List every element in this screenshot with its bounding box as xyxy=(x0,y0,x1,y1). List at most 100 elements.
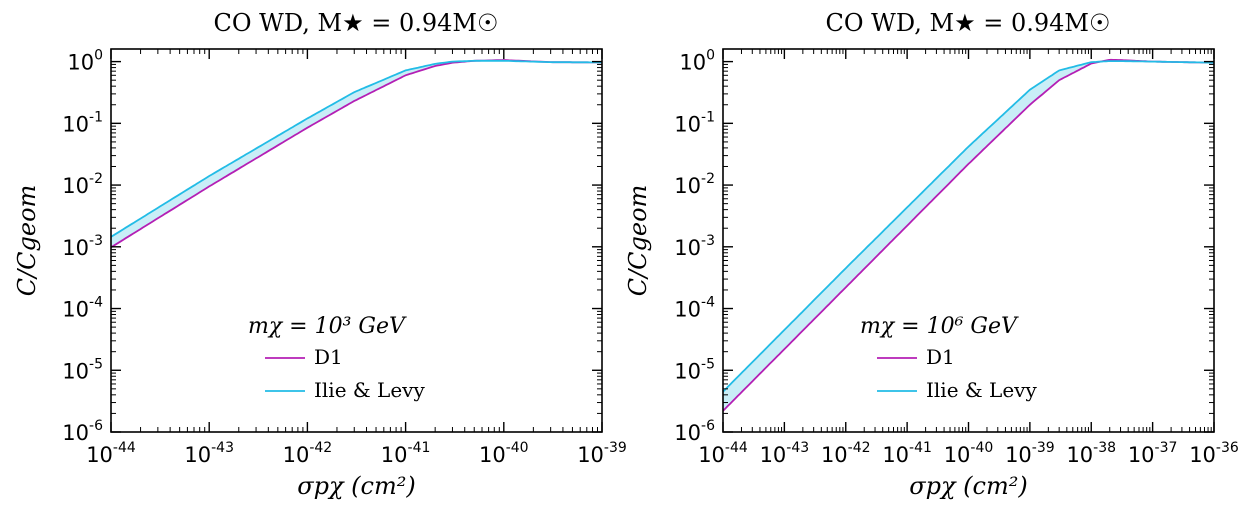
plot-frame xyxy=(110,48,603,433)
legend-entry: Ilie & Levy xyxy=(926,378,1037,402)
fill-between-band xyxy=(723,59,1214,411)
y-tick-label: 10-2 xyxy=(62,171,103,198)
y-tick-exponent: -4 xyxy=(701,295,715,311)
x-tick-label: 10-40 xyxy=(479,440,529,467)
y-tick-exponent: -6 xyxy=(89,418,103,434)
y-tick-label: 10-2 xyxy=(674,171,715,198)
y-tick-exponent: -4 xyxy=(89,295,103,311)
y-tick-base: 10 xyxy=(674,298,701,322)
x-tick-label: 10-39 xyxy=(577,440,627,467)
y-tick-label: 10-1 xyxy=(62,109,103,136)
y-tick-base: 10 xyxy=(674,236,701,260)
y-tick-base: 10 xyxy=(62,298,89,322)
y-tick-exponent: -1 xyxy=(89,109,103,125)
series-line-ilie-levy xyxy=(111,59,602,238)
x-tick-label: 10-39 xyxy=(1005,440,1055,467)
y-tick-exponent: -3 xyxy=(89,233,103,249)
x-tick-base: 10 xyxy=(577,443,604,467)
y-tick-exponent: -5 xyxy=(89,356,103,372)
y-tick-base: 10 xyxy=(674,359,701,383)
legend-title: mχ = 10³ GeV xyxy=(248,314,407,339)
x-tick-label: 10-38 xyxy=(1066,440,1116,467)
x-tick-exponent: -44 xyxy=(113,440,136,456)
y-tick-label: 10-4 xyxy=(674,295,715,322)
x-tick-exponent: -43 xyxy=(211,440,234,456)
x-tick-label: 10-43 xyxy=(184,440,234,467)
x-tick-base: 10 xyxy=(882,443,909,467)
series-line-d1 xyxy=(111,59,602,249)
y-tick-exponent: -2 xyxy=(89,171,103,187)
x-axis-label: σpχ (cm²) xyxy=(909,472,1027,500)
x-tick-label: 10-40 xyxy=(944,440,994,467)
x-tick-base: 10 xyxy=(86,443,113,467)
y-tick-label: 100 xyxy=(67,48,103,75)
y-tick-base: 10 xyxy=(67,51,94,75)
x-tick-exponent: -42 xyxy=(309,440,332,456)
x-tick-base: 10 xyxy=(760,443,787,467)
x-tick-exponent: -38 xyxy=(1093,440,1116,456)
legend: mχ = 10³ GeV D1 Ilie & Levy xyxy=(248,314,425,402)
y-tick-base: 10 xyxy=(674,174,701,198)
x-tick-exponent: -40 xyxy=(506,440,529,456)
series-line-ilie-levy xyxy=(723,60,1214,393)
x-tick-label: 10-44 xyxy=(698,440,748,467)
y-tick-base: 10 xyxy=(62,359,89,383)
y-tick-base: 10 xyxy=(674,421,701,445)
x-tick-label: 10-41 xyxy=(381,440,431,467)
y-axis-label: C/Cgeom xyxy=(624,185,652,297)
y-tick-exponent: -5 xyxy=(701,356,715,372)
chart-panel-2: 10-44 10-43 10-42 10-41 10-40 10-39 10-38 10-37… xyxy=(624,9,1239,500)
y-tick-base: 10 xyxy=(62,112,89,136)
y-tick-exponent: -1 xyxy=(701,109,715,125)
y-tick-label: 10-4 xyxy=(62,295,103,322)
x-tick-label: 10-44 xyxy=(86,440,136,467)
chart-title: CO WD, M★ = 0.94M☉ xyxy=(826,9,1111,37)
x-tick-base: 10 xyxy=(944,443,971,467)
x-tick-exponent: -44 xyxy=(725,440,748,456)
x-tick-exponent: -42 xyxy=(848,440,871,456)
fill-between-band xyxy=(111,60,602,248)
x-tick-label: 10-43 xyxy=(760,440,810,467)
y-tick-base: 10 xyxy=(62,421,89,445)
x-tick-base: 10 xyxy=(1066,443,1093,467)
y-tick-base: 10 xyxy=(62,236,89,260)
x-tick-exponent: -41 xyxy=(909,440,932,456)
x-tick-base: 10 xyxy=(283,443,310,467)
x-tick-exponent: -39 xyxy=(604,440,627,456)
y-tick-label: 10-6 xyxy=(674,418,715,445)
y-tick-label: 10-1 xyxy=(674,109,715,136)
chart-title: CO WD, M★ = 0.94M☉ xyxy=(214,9,499,37)
x-tick-exponent: -39 xyxy=(1032,440,1055,456)
y-tick-exponent: -6 xyxy=(701,418,715,434)
x-tick-base: 10 xyxy=(184,443,211,467)
y-tick-label: 10-3 xyxy=(62,233,103,260)
x-tick-base: 10 xyxy=(1189,443,1216,467)
x-tick-exponent: -40 xyxy=(970,440,993,456)
x-tick-exponent: -43 xyxy=(786,440,809,456)
x-tick-exponent: -41 xyxy=(408,440,431,456)
y-tick-label: 10-5 xyxy=(62,356,103,383)
x-tick-base: 10 xyxy=(1128,443,1155,467)
x-tick-base: 10 xyxy=(381,443,408,467)
legend-entry: D1 xyxy=(314,345,343,369)
x-tick-label: 10-41 xyxy=(882,440,932,467)
x-tick-exponent: -37 xyxy=(1155,440,1178,456)
x-tick-base: 10 xyxy=(1005,443,1032,467)
y-tick-label: 10-3 xyxy=(674,233,715,260)
y-tick-label: 100 xyxy=(679,48,715,75)
x-tick-label: 10-37 xyxy=(1128,440,1178,467)
x-tick-base: 10 xyxy=(698,443,725,467)
x-tick-label: 10-42 xyxy=(821,440,871,467)
x-tick-base: 10 xyxy=(821,443,848,467)
y-tick-label: 10-5 xyxy=(674,356,715,383)
x-tick-exponent: -36 xyxy=(1216,440,1239,456)
x-tick-base: 10 xyxy=(479,443,506,467)
legend-entry: D1 xyxy=(926,345,955,369)
y-tick-base: 10 xyxy=(679,51,706,75)
y-tick-exponent: -3 xyxy=(701,233,715,249)
y-tick-exponent: -2 xyxy=(701,171,715,187)
y-tick-label: 10-6 xyxy=(62,418,103,445)
y-tick-exponent: 0 xyxy=(94,48,103,64)
legend: mχ = 10⁶ GeV D1 Ilie & Levy xyxy=(860,314,1037,402)
